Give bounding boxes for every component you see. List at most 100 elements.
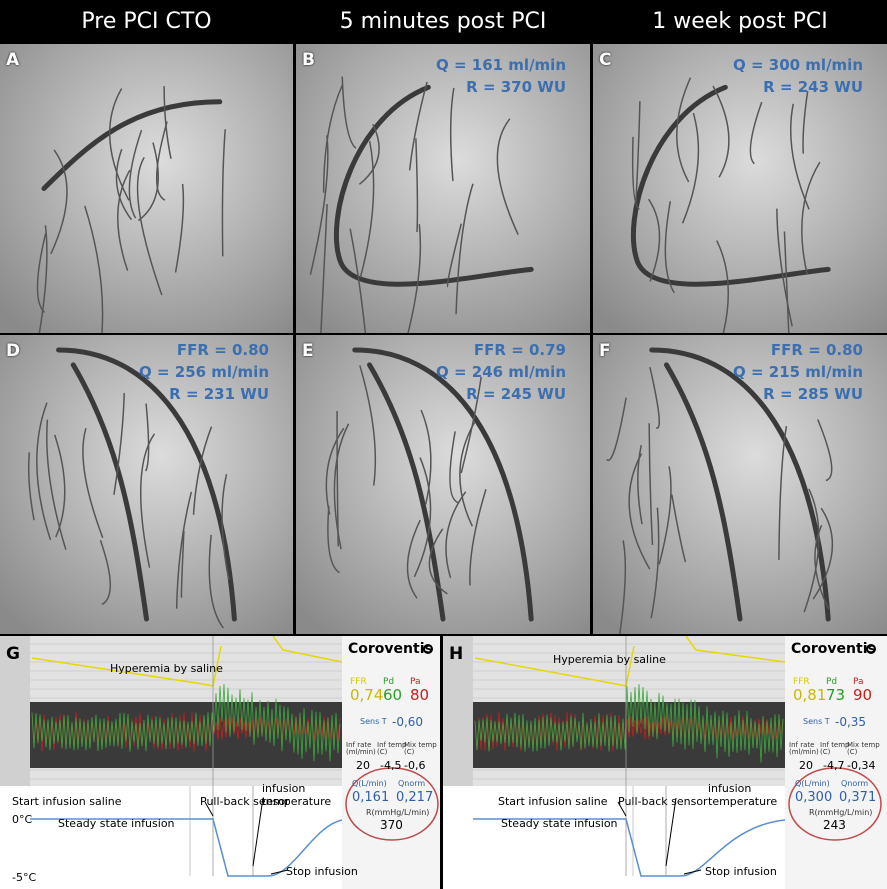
angiogram-panel: E FFR = 0.79 Q = 246 ml/min R = 245 WU bbox=[296, 335, 590, 634]
annotation: Start infusion saline bbox=[12, 795, 122, 808]
branch bbox=[778, 425, 788, 560]
column-title: 5 minutes post PCI bbox=[339, 9, 547, 34]
branch bbox=[36, 233, 47, 313]
branch bbox=[139, 433, 156, 568]
branch bbox=[676, 77, 692, 183]
branch bbox=[99, 539, 111, 606]
angiogram-panel: D FFR = 0.80 Q = 256 ml/min R = 231 WU bbox=[0, 335, 293, 634]
monitor-value: 0,161 bbox=[352, 790, 390, 805]
monitor-value: 60 bbox=[383, 686, 403, 704]
measurement-text: FFR = 0.80 bbox=[176, 341, 269, 359]
monitor-value: -4,7 bbox=[823, 759, 845, 772]
info-panel bbox=[342, 636, 440, 889]
vessel bbox=[41, 99, 223, 191]
branch bbox=[647, 198, 661, 282]
branch bbox=[115, 148, 133, 221]
branch bbox=[322, 84, 344, 193]
branch bbox=[333, 423, 350, 550]
monitor-value: Sens T bbox=[803, 717, 830, 726]
branch bbox=[445, 491, 467, 579]
branch bbox=[406, 519, 421, 599]
annotation: Pull-back sensor bbox=[200, 795, 290, 808]
arrow bbox=[252, 797, 264, 867]
annotation: Hyperemia by saline bbox=[553, 653, 666, 666]
brand: Coroventis bbox=[791, 641, 876, 657]
monitor-value: -0,35 bbox=[835, 715, 867, 729]
axis-strip bbox=[443, 636, 473, 786]
monitor-traces bbox=[443, 636, 887, 889]
monitor-value: 0,300 bbox=[795, 790, 833, 805]
panel-label: H bbox=[449, 644, 464, 664]
branch bbox=[117, 169, 131, 271]
panel-label: F bbox=[599, 341, 611, 361]
monitor-value: Pa bbox=[410, 677, 421, 687]
vessel bbox=[70, 362, 149, 622]
column-title: Pre PCI CTO bbox=[81, 9, 212, 34]
measurement-text: Q = 215 ml/min bbox=[733, 363, 863, 381]
branch bbox=[36, 402, 52, 541]
branch bbox=[637, 445, 643, 525]
branch bbox=[449, 431, 460, 504]
branch bbox=[84, 205, 104, 333]
monitor-value: -0,34 bbox=[847, 759, 876, 772]
branch bbox=[46, 419, 67, 550]
monitor-value: 20 bbox=[799, 759, 813, 772]
axis-strip bbox=[0, 636, 30, 786]
monitor-value: 80 bbox=[410, 686, 430, 704]
branch bbox=[327, 505, 340, 574]
branch bbox=[175, 491, 193, 609]
panel-label: E bbox=[302, 341, 314, 361]
annotation: 0°C bbox=[12, 813, 33, 826]
measurement-text: R = 243 WU bbox=[763, 78, 863, 96]
monitor-value: FFR bbox=[350, 677, 367, 687]
angiogram-panel: C Q = 300 ml/min R = 243 WU bbox=[593, 44, 887, 333]
branch bbox=[749, 101, 763, 165]
branch bbox=[802, 90, 809, 154]
measurement-text: R = 285 WU bbox=[763, 385, 863, 403]
branch bbox=[664, 201, 675, 294]
angiogram-panel: F FFR = 0.80 Q = 215 ml/min R = 285 WU bbox=[593, 335, 887, 634]
highlight-ring bbox=[788, 767, 882, 841]
branch bbox=[801, 161, 821, 275]
trend-trace bbox=[474, 636, 786, 687]
annotation: Steady state infusion bbox=[58, 817, 175, 830]
temperature-trace bbox=[30, 818, 343, 877]
branch bbox=[359, 365, 377, 486]
annotation: Stop infusion bbox=[705, 865, 777, 878]
vessel bbox=[664, 362, 743, 622]
angiogram bbox=[593, 44, 887, 333]
branch bbox=[606, 397, 627, 462]
monitor-value: Pd bbox=[383, 677, 395, 687]
monitor-panel: G Coroventis FFR Pd Pa 0,74 60 80 Sens T -0,60 Inf… bbox=[0, 636, 440, 889]
info-panel bbox=[785, 636, 887, 889]
monitor-value: 20 bbox=[356, 759, 370, 772]
annotation: infusion temperature bbox=[708, 782, 778, 809]
annotation: infusion temperature bbox=[262, 782, 332, 809]
branch bbox=[681, 112, 700, 224]
branch bbox=[320, 204, 328, 333]
monitor-traces bbox=[0, 636, 440, 889]
monitor-value: Inf temp (C) bbox=[377, 741, 407, 756]
branch bbox=[803, 488, 820, 613]
branch bbox=[82, 427, 104, 538]
measurement-text: Q = 246 ml/min bbox=[436, 363, 566, 381]
branch bbox=[349, 228, 367, 333]
vessel bbox=[352, 347, 534, 622]
monitor-value: 0,371 bbox=[839, 790, 877, 805]
branch bbox=[712, 85, 730, 178]
branch bbox=[325, 427, 345, 515]
monitor-value: Q(L/min) bbox=[352, 779, 387, 788]
background bbox=[0, 44, 293, 333]
measurement-text: FFR = 0.80 bbox=[770, 341, 863, 359]
monitor-value: Inf rate (ml/min) bbox=[789, 741, 819, 756]
monitor-value: 73 bbox=[826, 686, 846, 704]
monitor-value: Pd bbox=[826, 677, 838, 687]
arrow bbox=[204, 801, 214, 817]
angiogram bbox=[0, 44, 293, 333]
angiogram bbox=[296, 335, 590, 634]
branch bbox=[635, 101, 641, 203]
vessel bbox=[56, 347, 237, 622]
branch bbox=[341, 76, 357, 149]
angiogram-panel: B Q = 161 ml/min R = 370 WU bbox=[296, 44, 590, 333]
branch bbox=[776, 208, 793, 327]
